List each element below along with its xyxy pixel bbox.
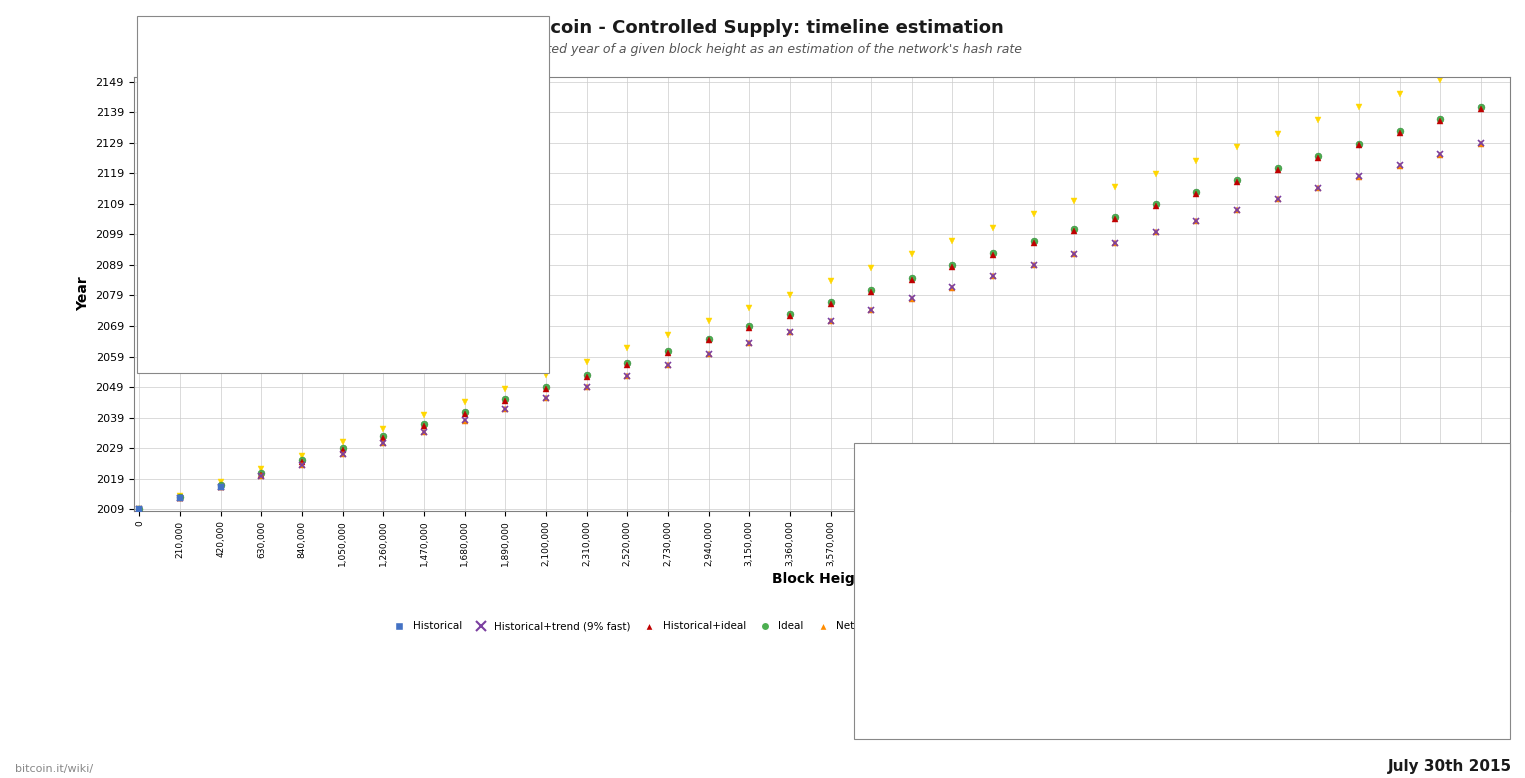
Text: the last block reward halving would occur in the year: the last block reward halving would occu… — [866, 545, 1203, 558]
Y-axis label: Year: Year — [76, 277, 90, 311]
Text: 2140: 2140 — [996, 610, 1031, 623]
Text: reward halving in October, 2140: reward halving in October, 2140 — [149, 160, 352, 173]
Text: increasingly faster: increasingly faster — [352, 204, 483, 217]
Text: were to continue,: were to continue, — [1110, 523, 1223, 536]
Text: approximately every 4 years, placing the last block: approximately every 4 years, placing the… — [149, 138, 471, 152]
Text: this: this — [465, 95, 488, 108]
Text: If the: If the — [866, 588, 903, 601]
Text: As the block reward halves every 210,000 blocks,: As the block reward halves every 210,000… — [149, 95, 465, 108]
Text: would occur in May,: would occur in May, — [866, 610, 996, 623]
Text: increasingly slower: increasingly slower — [149, 226, 285, 239]
Text: trend: trend — [1072, 523, 1110, 536]
Text: Bitcoin was designed with an: Bitcoin was designed with an — [149, 30, 337, 43]
Text: 'ideal': 'ideal' — [337, 30, 378, 43]
Text: , as of Block 367,500, the last four quarters of: , as of Block 367,500, the last four qua… — [946, 457, 1234, 471]
Text: Estimated year of a given block height as an estimation of the network's hash ra: Estimated year of a given block height a… — [503, 43, 1022, 56]
Text: ,: , — [483, 204, 486, 217]
Text: bitcoin.it/wiki/: bitcoin.it/wiki/ — [15, 764, 93, 774]
Text: In reality, blocks may be solved: In reality, blocks may be solved — [149, 204, 352, 217]
Text: ideal is resumed: ideal is resumed — [903, 588, 1019, 601]
Text: goal of 10 minutes: goal of 10 minutes — [378, 30, 500, 43]
Text: Historically: Historically — [866, 457, 946, 471]
Text: Bitcoin - Controlled Supply: timeline estimation: Bitcoin - Controlled Supply: timeline es… — [522, 19, 1003, 37]
Text: halving periods have been 9% fast.: halving periods have been 9% fast. — [866, 479, 1087, 492]
Legend: Historical, Historical+trend (9% fast), Historical+ideal, Ideal, Network hash ra: Historical, Historical+trend (9% fast), … — [384, 617, 1260, 636]
Text: would mean each block reward halving would occur: would mean each block reward halving wou… — [149, 117, 476, 130]
Text: , the last block reward halving: , the last block reward halving — [1019, 588, 1208, 601]
Text: miners come online and go offline, etc.: miners come online and go offline, etc. — [149, 269, 395, 282]
Text: 2128: 2128 — [1203, 545, 1238, 558]
Text: July 30th 2015: July 30th 2015 — [1388, 759, 1511, 774]
Text: technology advances but hits physical limits, Bitcoin: technology advances but hits physical li… — [149, 247, 479, 261]
Text: , and anything in between as: , and anything in between as — [285, 226, 468, 239]
Text: In the unlikely scenario that this: In the unlikely scenario that this — [866, 523, 1072, 536]
Text: per block.: per block. — [149, 51, 212, 65]
X-axis label: Block Height: Block Height — [772, 572, 871, 586]
